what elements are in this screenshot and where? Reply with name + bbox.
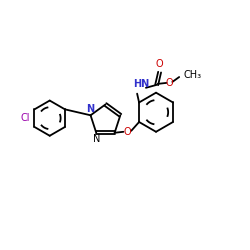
Text: N: N <box>92 134 100 144</box>
Text: Cl: Cl <box>21 113 30 123</box>
Text: O: O <box>124 127 131 137</box>
Text: O: O <box>156 59 164 69</box>
Text: N: N <box>86 104 95 114</box>
Text: CH₃: CH₃ <box>183 70 201 80</box>
Text: O: O <box>166 78 173 88</box>
Text: HN: HN <box>133 79 149 89</box>
